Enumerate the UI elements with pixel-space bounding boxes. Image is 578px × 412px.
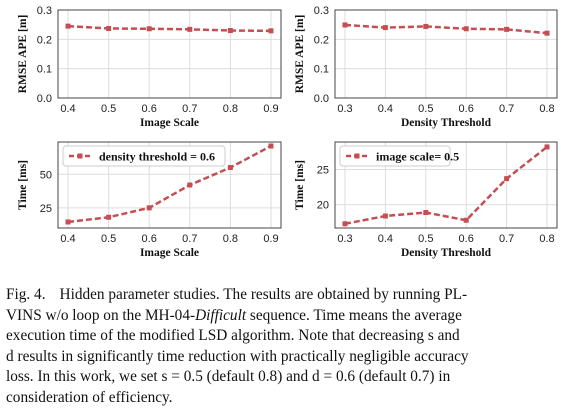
data-point [383,214,388,219]
data-point [66,24,71,29]
y-tick-label: 0.1 [314,64,329,76]
x-axis-label: Image Scale [140,247,199,259]
data-point [106,26,111,31]
x-tick-label: 0.5 [418,103,433,115]
x-axis-label: Density Threshold [401,117,492,129]
caption-line-5: loss. In this work, we set s = 0.5 (defa… [6,367,574,388]
caption-line-2: VINS w/o loop on the MH-04-Difficult seq… [6,306,574,327]
data-point [106,215,111,220]
axes-frame [335,10,557,98]
figure-4: 0.0 0.1 0.2 0.3 0.4 0.5 0.6 0.7 0.8 0.9 Image Scal… [0,0,578,262]
x-tick-label: 0.7 [182,233,197,245]
series-line [68,26,271,31]
x-tick-label: 0.6 [142,233,157,245]
data-point [545,31,550,36]
x-tick-label: 0.5 [101,103,116,115]
y-tick-label: 25 [40,203,52,215]
y-axis-label: RMSE APE [m] [17,15,29,94]
y-tick-label: 0.0 [37,93,52,105]
y-tick-label: 25 [317,164,329,176]
x-tick-label: 0.9 [263,103,278,115]
y-axis-label: Time [ms] [17,160,29,210]
data-point [504,176,509,181]
caption-line-3: execution time of the modified LSD algor… [6,326,574,347]
axes-frame [58,10,281,98]
chart-panel-4: 20 25 0.3 0.4 0.5 0.6 0.7 0.8 Density Threshold T… [294,142,557,259]
x-tick-label: 0.8 [539,103,554,115]
caption-line-1: Fig. 4. Hidden parameter studies. The res… [6,285,574,306]
x-tick-label: 0.8 [223,103,238,115]
legend: image scale= 0.5 [340,146,459,166]
x-tick-label: 0.6 [459,103,474,115]
x-tick-label: 0.4 [60,103,75,115]
y-tick-label: 0.0 [314,93,329,105]
y-tick-label: 0.2 [314,34,329,46]
chart-panel-2: 0.0 0.1 0.2 0.3 0.3 0.4 0.5 0.6 0.7 0.8 Density Th… [294,5,557,129]
x-tick-label: 0.8 [539,233,554,245]
data-point [66,219,71,224]
legend-label: image scale= 0.5 [376,150,459,164]
y-tick-label: 0.1 [37,64,52,76]
y-tick-label: 20 [317,200,329,212]
data-point [268,28,273,33]
x-tick-label: 0.5 [101,233,116,245]
x-tick-label: 0.7 [182,103,197,115]
data-point [423,210,428,215]
y-axis-label: RMSE APE [m] [294,15,306,94]
x-tick-label: 0.4 [378,103,393,115]
x-axis-label: Density Threshold [401,247,492,259]
data-point [147,26,152,31]
x-tick-label: 0.3 [337,233,352,245]
figure-caption: Fig. 4. Hidden parameter studies. The res… [6,285,574,408]
legend-marker [78,154,83,159]
x-tick-label: 0.6 [459,233,474,245]
caption-label: Fig. 4. [6,286,46,303]
x-tick-label: 0.3 [337,103,352,115]
data-point [423,24,428,29]
data-point [187,183,192,188]
caption-line-4: d results in significantly time reductio… [6,347,574,368]
y-axis-label: Time [ms] [294,160,306,210]
x-tick-label: 0.8 [223,233,238,245]
series-line [345,25,547,33]
x-tick-label: 0.4 [60,233,75,245]
x-tick-label: 0.7 [499,233,514,245]
data-point [383,25,388,30]
data-point [464,218,469,223]
data-point [342,22,347,27]
caption-line-6: consideration of efficiency. [6,388,574,409]
data-point [187,27,192,32]
chart-panel-1: 0.0 0.1 0.2 0.3 0.4 0.5 0.6 0.7 0.8 0.9 Image Scal… [17,5,281,129]
y-tick-label: 50 [40,169,52,181]
data-point [342,221,347,226]
data-point [147,205,152,210]
figure-canvas: 0.0 0.1 0.2 0.3 0.4 0.5 0.6 0.7 0.8 0.9 Image Scal… [0,0,578,262]
x-tick-label: 0.7 [499,103,514,115]
data-point [268,144,273,149]
data-point [228,28,233,33]
legend: density threshold = 0.6 [63,146,225,166]
data-point [464,26,469,31]
legend-marker [355,154,360,159]
data-point [504,27,509,32]
x-tick-label: 0.5 [418,233,433,245]
y-tick-label: 0.2 [37,34,52,46]
data-point [545,144,550,149]
x-tick-label: 0.4 [378,233,393,245]
x-axis-label: Image Scale [140,117,199,129]
x-tick-label: 0.9 [263,233,278,245]
chart-panel-3: 25 50 0.4 0.5 0.6 0.7 0.8 0.9 Image Scale Time [m… [17,142,281,259]
y-tick-label: 0.3 [314,5,329,17]
data-point [228,165,233,170]
x-tick-label: 0.6 [142,103,157,115]
y-tick-label: 0.3 [37,5,52,17]
legend-label: density threshold = 0.6 [99,150,215,164]
